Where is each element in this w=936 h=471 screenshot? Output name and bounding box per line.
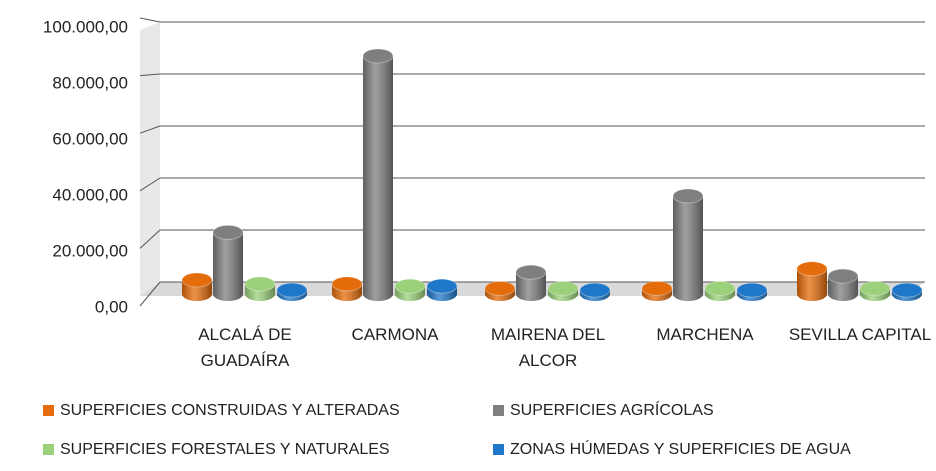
bar-shade <box>737 290 767 301</box>
bar-top <box>276 282 308 298</box>
bar <box>212 224 244 301</box>
bar <box>426 278 458 301</box>
bar-top <box>515 264 547 280</box>
bar-top <box>547 280 579 296</box>
legend-swatch <box>493 444 504 455</box>
bar-top <box>891 282 923 298</box>
bar-top <box>796 261 828 277</box>
y-tick-label: 40.000,00 <box>52 185 128 204</box>
bar-top <box>672 188 704 204</box>
bar-shade <box>363 56 393 301</box>
bar <box>579 282 611 301</box>
y-tick-label: 20.000,00 <box>52 241 128 260</box>
bar-top <box>641 280 673 296</box>
bar-shade <box>860 288 890 301</box>
bar-shade <box>485 288 515 301</box>
bar-shade <box>516 272 546 301</box>
bar <box>244 276 276 301</box>
bar-top <box>827 268 859 284</box>
bar <box>484 280 516 301</box>
y-tick-label: 60.000,00 <box>52 129 128 148</box>
bar <box>547 280 579 301</box>
bar-shade <box>332 283 362 301</box>
bar <box>859 280 891 301</box>
legend-swatch <box>493 405 504 416</box>
bar <box>276 282 308 301</box>
x-tick-label: SEVILLA CAPITAL <box>788 325 932 344</box>
bar-top <box>212 224 244 240</box>
bar-shade <box>245 283 275 301</box>
bar-shade <box>673 196 703 301</box>
bar <box>796 261 828 301</box>
grid-line <box>139 229 161 249</box>
bar-shade <box>548 288 578 301</box>
legend-swatch <box>43 405 54 416</box>
y-tick-label: 100.000,00 <box>43 17 128 36</box>
bar <box>515 264 547 301</box>
bar <box>704 280 736 301</box>
x-tick-label: ALCALÁ DE GUADAÍRA <box>198 325 292 370</box>
bar-top <box>181 272 213 288</box>
bar <box>331 276 363 301</box>
bar-top <box>736 282 768 298</box>
legend-label: ZONAS HÚMEDAS Y SUPERFICIES DE AGUA <box>510 441 851 458</box>
bar-top <box>394 278 426 294</box>
bar-top <box>331 276 363 292</box>
bar-shade <box>892 290 922 301</box>
bar-top <box>362 48 394 64</box>
bar <box>362 48 394 301</box>
bar-shade <box>277 290 307 301</box>
y-tick-label: 0,00 <box>95 297 128 316</box>
bar <box>827 268 859 301</box>
bar <box>672 188 704 301</box>
bar-shade <box>213 232 243 301</box>
legend-item: SUPERFICIES FORESTALES Y NATURALES <box>43 441 390 459</box>
legend-label: SUPERFICIES FORESTALES Y NATURALES <box>60 441 390 458</box>
bar-shade <box>797 268 827 301</box>
bar-shade <box>427 286 457 301</box>
bar <box>181 272 213 301</box>
bar-shade <box>580 290 610 301</box>
legend-label: SUPERFICIES AGRÍCOLAS <box>510 402 714 419</box>
bar-top <box>704 280 736 296</box>
legend-label: SUPERFICIES CONSTRUIDAS Y ALTERADAS <box>60 402 400 419</box>
bar-shade <box>642 288 672 301</box>
legend-item: ZONAS HÚMEDAS Y SUPERFICIES DE AGUA <box>493 441 851 459</box>
grid-line <box>139 125 161 134</box>
legend-item: SUPERFICIES CONSTRUIDAS Y ALTERADAS <box>43 402 400 420</box>
legend-item: SUPERFICIES AGRÍCOLAS <box>493 402 714 420</box>
legend-swatch <box>43 444 54 455</box>
bar-shade <box>395 286 425 301</box>
bar <box>641 280 673 301</box>
grid-line <box>139 73 161 77</box>
side-wall <box>140 22 160 296</box>
x-tick-label: MARCHENA <box>656 325 754 344</box>
grid-line <box>139 17 161 23</box>
x-tick-label: CARMONA <box>351 325 439 344</box>
grid-line <box>139 177 161 192</box>
bar-top <box>484 280 516 296</box>
bar <box>891 282 923 301</box>
bar-top <box>426 278 458 294</box>
bar-top <box>579 282 611 298</box>
bar-top <box>244 276 276 292</box>
bar-shade <box>828 276 858 301</box>
bar-shade <box>705 288 735 301</box>
bar-top <box>859 280 891 296</box>
y-tick-label: 80.000,00 <box>52 73 128 92</box>
bar <box>736 282 768 301</box>
bar <box>394 278 426 301</box>
x-tick-label: MAIRENA DEL ALCOR <box>490 325 606 370</box>
bar-shade <box>182 280 212 301</box>
grid-line <box>139 281 161 307</box>
